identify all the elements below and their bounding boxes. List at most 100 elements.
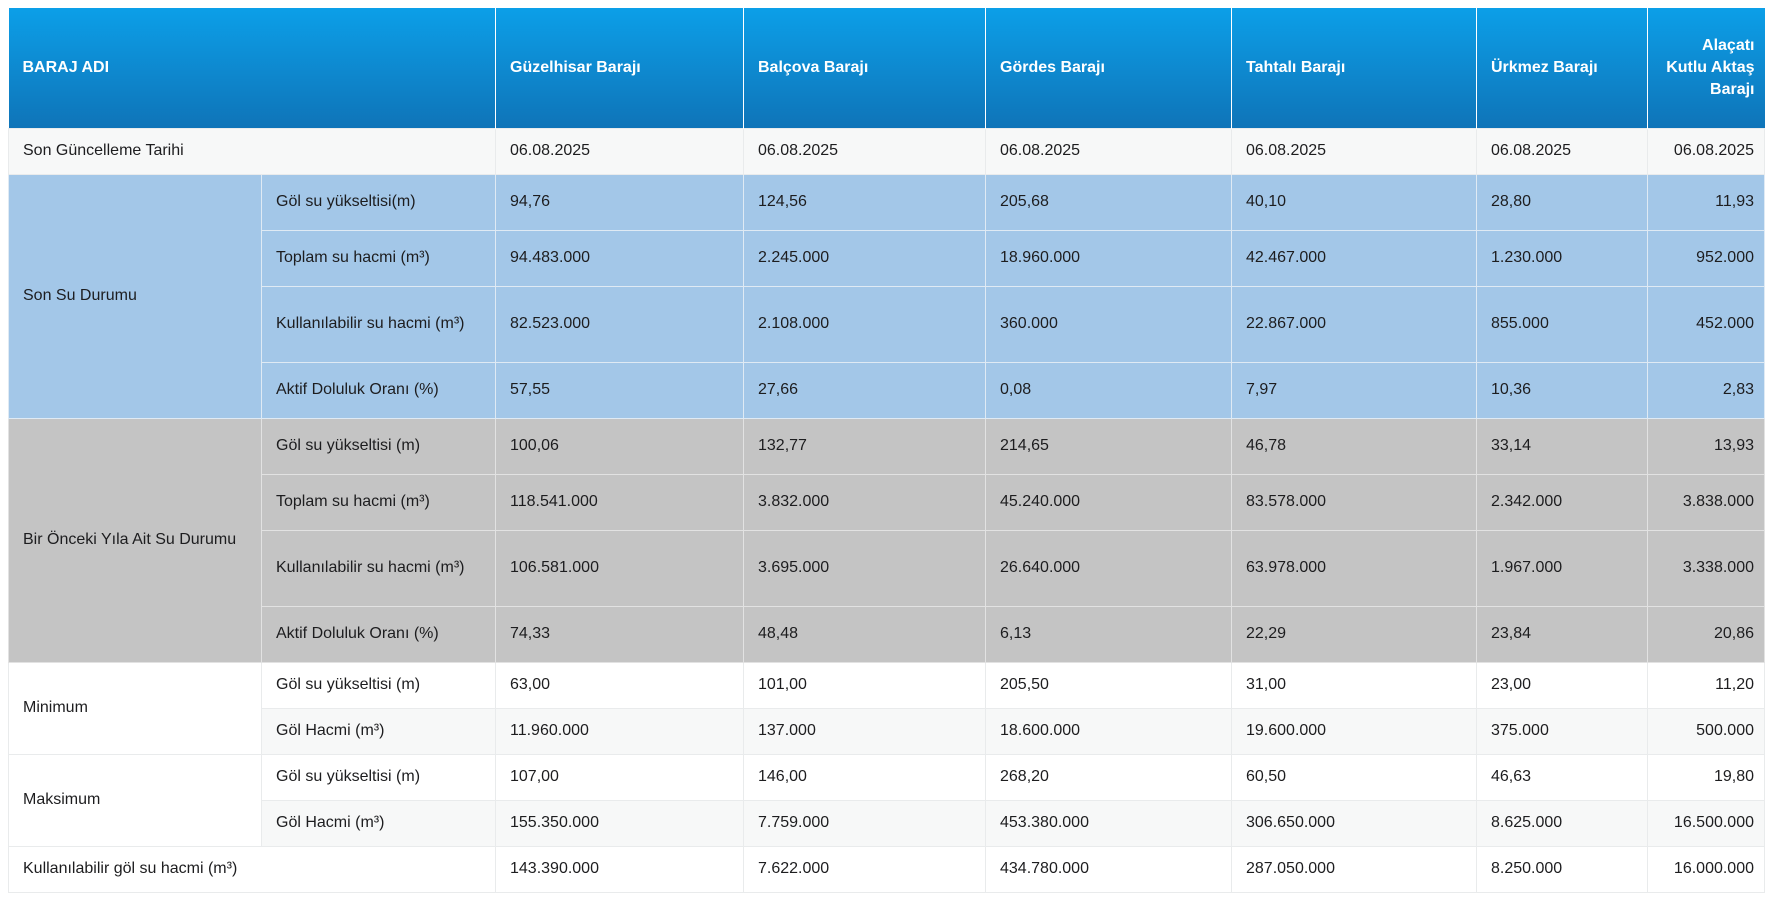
cell-value: 205,68	[985, 173, 1232, 231]
table-row: Toplam su hacmi (m³) 94.483.000 2.245.00…	[9, 229, 1765, 287]
column-header-dam: Güzelhisar Barajı	[495, 8, 744, 128]
cell-value: 132,77	[743, 417, 986, 475]
cell-value: 83.578.000	[1231, 473, 1477, 531]
table-row: Kullanılabilir su hacmi (m³) 106.581.000…	[9, 529, 1765, 607]
column-header-dam: Alaçatı Kutlu Aktaş Barajı	[1647, 8, 1765, 128]
row-label: Göl su yükseltisi(m)	[261, 173, 496, 231]
cell-value: 74,33	[495, 605, 744, 663]
cell-value: 11,93	[1647, 173, 1765, 231]
cell-value: 106.581.000	[495, 529, 744, 607]
cell-value: 2.108.000	[743, 285, 986, 363]
cell-value: 40,10	[1231, 173, 1477, 231]
cell-value: 118.541.000	[495, 473, 744, 531]
table-row: Göl Hacmi (m³) 11.960.000 137.000 18.600…	[9, 707, 1765, 755]
cell-value: 952.000	[1647, 229, 1765, 287]
cell-value: 1.230.000	[1476, 229, 1648, 287]
cell-value: 11,20	[1647, 661, 1765, 709]
cell-value: 46,63	[1476, 753, 1648, 801]
column-header-dam: Balçova Barajı	[743, 8, 986, 128]
cell-value: 19,80	[1647, 753, 1765, 801]
cell-value: 28,80	[1476, 173, 1648, 231]
row-label: Toplam su hacmi (m³)	[261, 473, 496, 531]
cell-value: 45.240.000	[985, 473, 1232, 531]
cell-value: 287.050.000	[1231, 845, 1477, 893]
cell-value: 06.08.2025	[1476, 127, 1648, 175]
row-label: Son Güncelleme Tarihi	[8, 127, 496, 175]
row-label: Kullanılabilir göl su hacmi (m³)	[8, 845, 496, 893]
cell-value: 6,13	[985, 605, 1232, 663]
table-row: Aktif Doluluk Oranı (%) 74,33 48,48 6,13…	[9, 605, 1765, 663]
cell-value: 06.08.2025	[743, 127, 986, 175]
cell-value: 33,14	[1476, 417, 1648, 475]
cell-value: 124,56	[743, 173, 986, 231]
cell-value: 10,36	[1476, 361, 1648, 419]
cell-value: 46,78	[1231, 417, 1477, 475]
table-row: Maksimum Göl su yükseltisi (m) 107,00 14…	[8, 753, 1765, 847]
dam-status-table: BARAJ ADI Güzelhisar Barajı Balçova Bara…	[8, 8, 1765, 893]
section-label-maksimum: Maksimum	[8, 753, 262, 847]
cell-value: 82.523.000	[495, 285, 744, 363]
cell-value: 94,76	[495, 173, 744, 231]
cell-value: 7.759.000	[743, 799, 986, 847]
cell-value: 434.780.000	[985, 845, 1232, 893]
row-label: Toplam su hacmi (m³)	[261, 229, 496, 287]
cell-value: 27,66	[743, 361, 986, 419]
cell-value: 11.960.000	[495, 707, 744, 755]
cell-value: 16.000.000	[1647, 845, 1765, 893]
cell-value: 48,48	[743, 605, 986, 663]
cell-value: 3.695.000	[743, 529, 986, 607]
cell-value: 19.600.000	[1231, 707, 1477, 755]
cell-value: 2.342.000	[1476, 473, 1648, 531]
cell-value: 22.867.000	[1231, 285, 1477, 363]
row-label: Göl su yükseltisi (m)	[261, 417, 496, 475]
row-label: Aktif Doluluk Oranı (%)	[261, 605, 496, 663]
cell-value: 2,83	[1647, 361, 1765, 419]
cell-value: 06.08.2025	[1647, 127, 1765, 175]
cell-value: 18.600.000	[985, 707, 1232, 755]
cell-value: 500.000	[1647, 707, 1765, 755]
cell-value: 452.000	[1647, 285, 1765, 363]
section-label-minimum: Minimum	[8, 661, 262, 755]
cell-value: 375.000	[1476, 707, 1648, 755]
table-row: Aktif Doluluk Oranı (%) 57,55 27,66 0,08…	[9, 361, 1765, 419]
cell-value: 06.08.2025	[1231, 127, 1477, 175]
cell-value: 94.483.000	[495, 229, 744, 287]
column-header-dam: Ürkmez Barajı	[1476, 8, 1648, 128]
column-header-dam: Tahtalı Barajı	[1231, 8, 1477, 128]
cell-value: 2.245.000	[743, 229, 986, 287]
row-label: Aktif Doluluk Oranı (%)	[261, 361, 496, 419]
row-label: Göl Hacmi (m³)	[261, 799, 496, 847]
cell-value: 155.350.000	[495, 799, 744, 847]
cell-value: 107,00	[495, 753, 744, 801]
row-label: Göl Hacmi (m³)	[261, 707, 496, 755]
cell-value: 8.250.000	[1476, 845, 1648, 893]
row-label: Kullanılabilir su hacmi (m³)	[261, 285, 496, 363]
cell-value: 100,06	[495, 417, 744, 475]
cell-value: 23,00	[1476, 661, 1648, 709]
table-row: Son Su Durumu Göl su yükseltisi(m) 94,76…	[8, 173, 1765, 419]
cell-value: 06.08.2025	[495, 127, 744, 175]
cell-value: 18.960.000	[985, 229, 1232, 287]
cell-value: 214,65	[985, 417, 1232, 475]
table-row: Toplam su hacmi (m³) 118.541.000 3.832.0…	[9, 473, 1765, 531]
cell-value: 60,50	[1231, 753, 1477, 801]
cell-value: 855.000	[1476, 285, 1648, 363]
cell-value: 0,08	[985, 361, 1232, 419]
cell-value: 20,86	[1647, 605, 1765, 663]
row-label: Göl su yükseltisi (m)	[261, 661, 496, 709]
column-header-dam: Gördes Barajı	[985, 8, 1232, 128]
table-row: Kullanılabilir su hacmi (m³) 82.523.000 …	[9, 285, 1765, 363]
cell-value: 31,00	[1231, 661, 1477, 709]
cell-value: 146,00	[743, 753, 986, 801]
cell-value: 3.338.000	[1647, 529, 1765, 607]
cell-value: 3.832.000	[743, 473, 986, 531]
cell-value: 06.08.2025	[985, 127, 1232, 175]
cell-value: 360.000	[985, 285, 1232, 363]
section-label-son-su-durumu: Son Su Durumu	[8, 173, 262, 419]
cell-value: 143.390.000	[495, 845, 744, 893]
table-row: Göl Hacmi (m³) 155.350.000 7.759.000 453…	[9, 799, 1765, 847]
cell-value: 26.640.000	[985, 529, 1232, 607]
cell-value: 8.625.000	[1476, 799, 1648, 847]
cell-value: 42.467.000	[1231, 229, 1477, 287]
